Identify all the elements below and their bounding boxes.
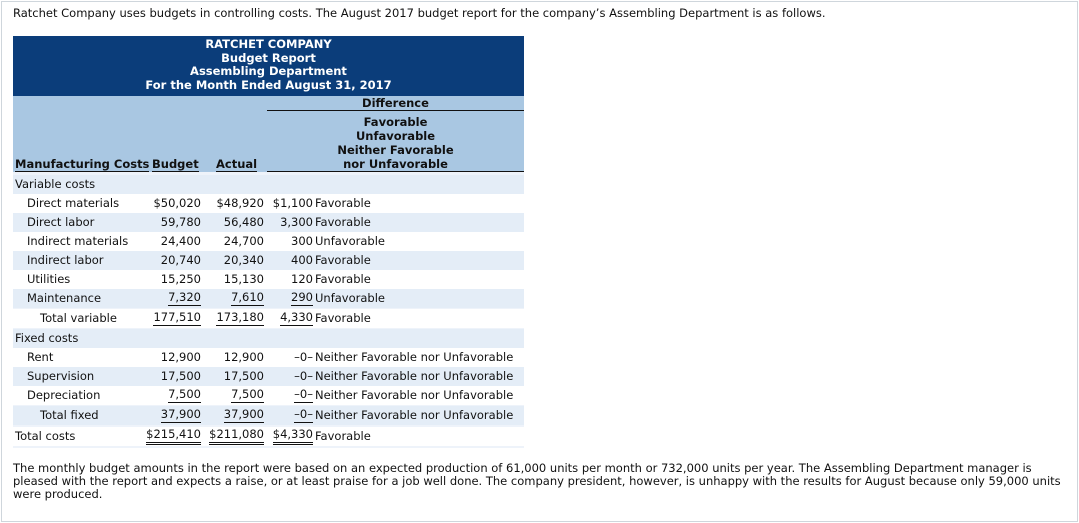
budget-value: 59,780 xyxy=(160,215,201,229)
difference-value: –0– xyxy=(294,350,313,364)
row-label: Supervision xyxy=(27,369,95,383)
actual-value: 15,130 xyxy=(223,272,264,286)
table-row: Depreciation 7,500 7,500 –0– Neither Fav… xyxy=(13,386,524,405)
row-label: Maintenance xyxy=(27,291,102,305)
actual-value: 37,900 xyxy=(223,407,264,423)
variable-costs-label: Variable costs xyxy=(15,177,96,191)
difference-value: –0– xyxy=(294,387,313,403)
status-text: Neither Favorable nor Unfavorable xyxy=(315,369,514,383)
difference-header: Difference Favorable Unfavorable Neither… xyxy=(267,96,524,172)
fixed-costs-row: Fixed costs xyxy=(13,329,524,348)
status-text: Favorable xyxy=(315,196,371,210)
status-text: Neither Favorable nor Unfavorable xyxy=(315,388,514,402)
budget-value: 12,900 xyxy=(160,350,201,364)
budget-value: $215,410 xyxy=(146,427,201,445)
budget-value: 37,900 xyxy=(160,407,201,423)
total-variable-row: Total variable 177,510 173,180 4,330 Fav… xyxy=(13,309,524,328)
row-label: Total variable xyxy=(40,311,117,325)
difference-value: 300 xyxy=(291,234,313,248)
total-fixed-row: Total fixed 37,900 37,900 –0– Neither Fa… xyxy=(13,406,524,425)
difference-value: $1,100 xyxy=(272,196,313,210)
report-period: For the Month Ended August 31, 2017 xyxy=(145,77,392,92)
actual-header: Actual xyxy=(216,157,258,172)
report-header: RATCHET COMPANY Budget Report Assembling… xyxy=(13,36,524,96)
difference-nor: nor Unfavorable xyxy=(267,157,524,172)
actual-value: 7,610 xyxy=(231,290,264,306)
intro-text: Ratchet Company uses budgets in controll… xyxy=(13,6,826,20)
row-label: Utilities xyxy=(27,272,71,286)
row-label: Direct labor xyxy=(27,215,95,229)
difference-value: 4,330 xyxy=(280,310,313,326)
table-row: Direct labor 59,780 56,480 3,300 Favorab… xyxy=(13,213,524,232)
status-text: Favorable xyxy=(315,215,371,229)
table-row: Direct materials $50,020 $48,920 $1,100 … xyxy=(13,194,524,213)
difference-value: –0– xyxy=(294,407,313,423)
department-name: Assembling Department xyxy=(190,64,347,78)
difference-neither: Neither Favorable xyxy=(337,143,454,157)
budget-value: $50,020 xyxy=(153,196,201,210)
row-label: Direct materials xyxy=(27,196,120,210)
actual-value: 7,500 xyxy=(231,387,264,403)
difference-value: 3,300 xyxy=(280,215,313,229)
row-label: Total fixed xyxy=(40,408,99,422)
table-row: Supervision 17,500 17,500 –0– Neither Fa… xyxy=(13,367,524,386)
actual-value: $48,920 xyxy=(216,196,264,210)
table-row: Utilities 15,250 15,130 120 Favorable xyxy=(13,270,524,289)
table-row: Indirect labor 20,740 20,340 400 Favorab… xyxy=(13,251,524,270)
difference-value: $4,330 xyxy=(272,427,313,445)
status-text: Neither Favorable nor Unfavorable xyxy=(315,350,514,364)
variable-costs-row: Variable costs xyxy=(13,175,524,194)
row-label: Rent xyxy=(27,350,54,364)
total-costs-row: Total costs $215,410 $211,080 $4,330 Fav… xyxy=(13,427,524,446)
mfg-costs-header: Manufacturing Costs xyxy=(15,157,150,172)
budget-header: Budget xyxy=(152,157,199,172)
report-title: Budget Report xyxy=(221,50,316,65)
actual-value: $211,080 xyxy=(209,427,264,445)
actual-value: 173,180 xyxy=(216,310,264,326)
difference-value: –0– xyxy=(294,369,313,383)
row-label: Total costs xyxy=(15,429,76,443)
difference-value: 290 xyxy=(291,290,313,306)
actual-value: 24,700 xyxy=(223,234,264,248)
difference-title: Difference xyxy=(267,96,524,111)
status-text: Unfavorable xyxy=(315,234,385,248)
difference-unfavorable: Unfavorable xyxy=(355,129,436,143)
budget-value: 17,500 xyxy=(160,369,201,383)
status-text: Favorable xyxy=(315,429,371,443)
actual-value: 56,480 xyxy=(223,215,264,229)
budget-value: 7,500 xyxy=(168,387,201,403)
company-name: RATCHET COMPANY xyxy=(205,37,332,51)
budget-value: 7,320 xyxy=(168,290,201,306)
row-label: Depreciation xyxy=(27,388,101,402)
footer-text: The monthly budget amounts in the report… xyxy=(13,461,1061,501)
fixed-costs-label: Fixed costs xyxy=(15,331,79,345)
row-label: Indirect labor xyxy=(27,253,104,267)
budget-value: 177,510 xyxy=(153,310,201,326)
actual-value: 17,500 xyxy=(223,369,264,383)
status-text: Favorable xyxy=(315,311,371,325)
status-text: Neither Favorable nor Unfavorable xyxy=(315,408,514,422)
table-row: Indirect materials 24,400 24,700 300 Unf… xyxy=(13,232,524,251)
difference-value: 400 xyxy=(291,253,313,267)
actual-value: 20,340 xyxy=(223,253,264,267)
difference-value: 120 xyxy=(291,272,313,286)
row-label: Indirect materials xyxy=(27,234,129,248)
budget-value: 20,740 xyxy=(160,253,201,267)
column-header: Difference Favorable Unfavorable Neither… xyxy=(13,96,524,172)
status-text: Favorable xyxy=(315,253,371,267)
budget-value: 15,250 xyxy=(160,272,201,286)
actual-value: 12,900 xyxy=(223,350,264,364)
difference-favorable: Favorable xyxy=(363,115,428,129)
table-row: Rent 12,900 12,900 –0– Neither Favorable… xyxy=(13,348,524,367)
budget-value: 24,400 xyxy=(160,234,201,248)
status-text: Unfavorable xyxy=(315,291,385,305)
table-row: Maintenance 7,320 7,610 290 Unfavorable xyxy=(13,289,524,308)
status-text: Favorable xyxy=(315,272,371,286)
